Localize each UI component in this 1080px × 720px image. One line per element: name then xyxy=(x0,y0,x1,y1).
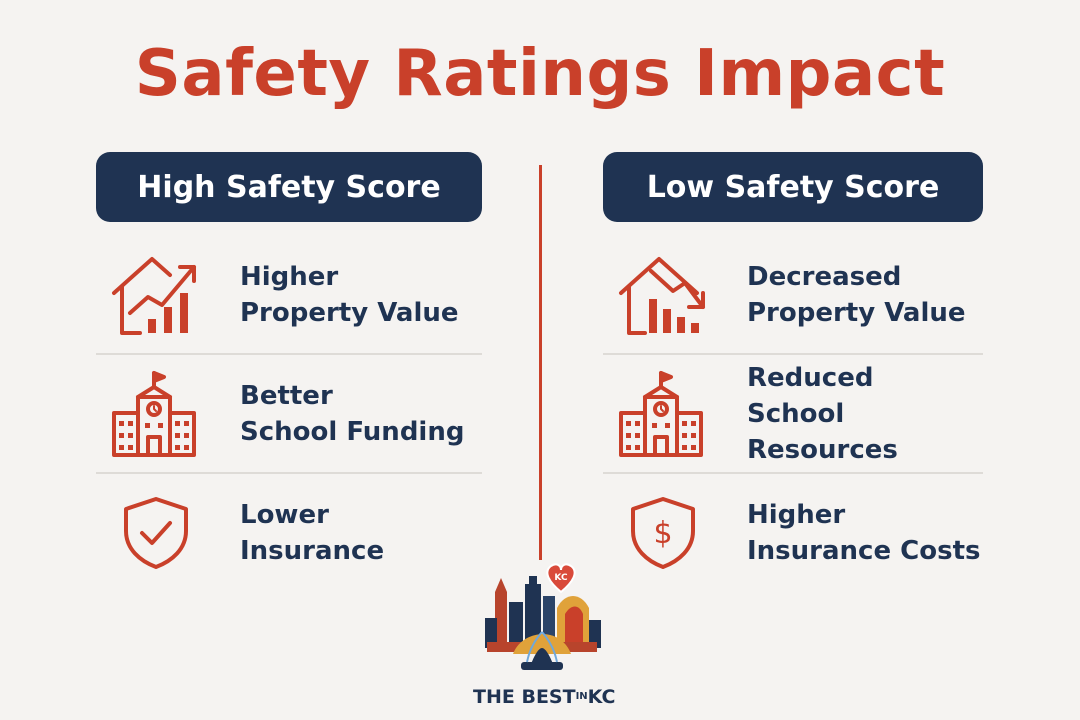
shield-check-icon xyxy=(96,493,216,573)
item-label-line1: Reduced xyxy=(747,362,874,393)
low-safety-column: Low Safety Score Decreased Property Valu… xyxy=(603,152,983,591)
school-building-icon xyxy=(96,369,216,459)
list-item: Decreased Property Value xyxy=(603,236,983,355)
list-item: Better School Funding xyxy=(96,355,482,474)
brand-small-text: IN xyxy=(575,691,588,702)
house-falling-chart-icon xyxy=(603,247,723,343)
item-label-line1: Lower xyxy=(240,499,329,530)
list-item: Lower Insurance xyxy=(96,474,482,591)
item-label-line1: Better xyxy=(240,380,333,411)
brand-main-text: THE BEST xyxy=(473,686,576,708)
kc-skyline-logo-icon: KC xyxy=(485,563,601,670)
item-label-line2: Property Value xyxy=(747,297,966,328)
list-item: Reduced School Resources xyxy=(603,355,983,474)
item-label-line2: Insurance xyxy=(240,535,385,566)
item-label-line2: School Funding xyxy=(240,416,465,447)
low-safety-header: Low Safety Score xyxy=(603,152,983,222)
high-safety-column: High Safety Score Higher Property Value xyxy=(96,152,482,591)
house-rising-chart-icon xyxy=(96,247,216,343)
school-building-icon xyxy=(603,369,723,459)
brand-end-text: KC xyxy=(587,686,616,708)
brand-wordmark: THE BESTINKC xyxy=(473,686,615,708)
item-label-line1: Higher xyxy=(240,261,339,292)
list-item: $ Higher Insurance Costs xyxy=(603,474,983,591)
item-label-line2: School Resources xyxy=(747,398,898,465)
list-item: Higher Property Value xyxy=(96,236,482,355)
brand-logo: KC THE BESTINKC xyxy=(473,562,615,712)
center-divider xyxy=(539,165,542,560)
item-label-line1: Decreased xyxy=(747,261,902,292)
heart-kc-text: KC xyxy=(554,573,568,583)
svg-text:$: $ xyxy=(653,516,672,551)
item-label-line2: Insurance Costs xyxy=(747,535,981,566)
item-label-line2: Property Value xyxy=(240,297,459,328)
page-title: Safety Ratings Impact xyxy=(134,37,946,111)
high-safety-header: High Safety Score xyxy=(96,152,482,222)
shield-dollar-icon: $ xyxy=(603,493,723,573)
item-label-line1: Higher xyxy=(747,499,846,530)
